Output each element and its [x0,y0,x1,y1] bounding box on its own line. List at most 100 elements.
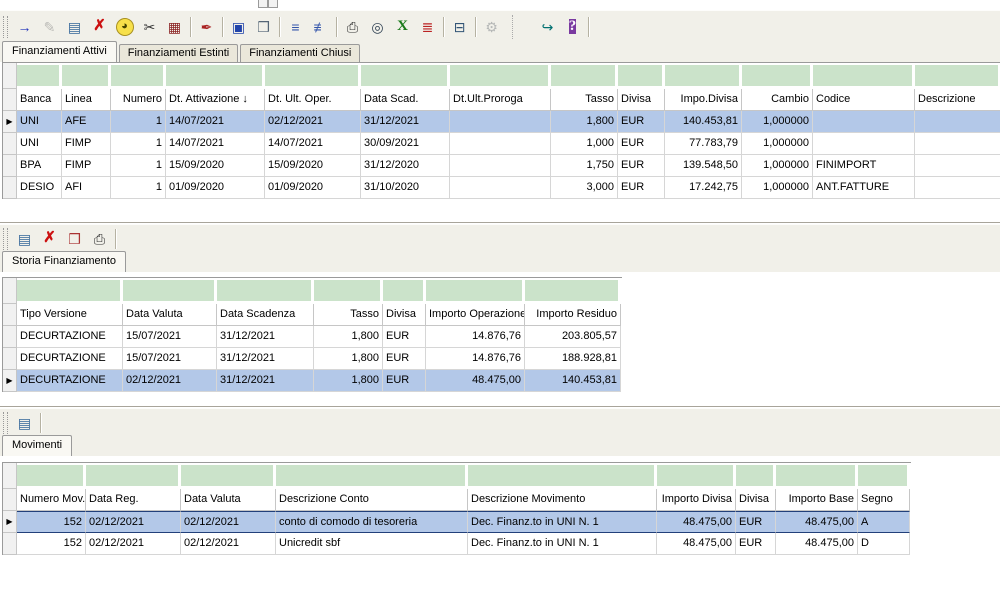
cell[interactable] [915,177,1000,199]
cell[interactable]: 1,000 [551,133,618,155]
cell[interactable]: 1,000000 [742,177,813,199]
sign-button[interactable]: ✒ [194,15,219,39]
cell[interactable]: 48.475,00 [776,533,858,555]
cell[interactable] [450,133,551,155]
cell[interactable] [915,133,1000,155]
cell[interactable]: 139.548,50 [665,155,742,177]
cell[interactable]: ANT.FATTURE [813,177,915,199]
cell[interactable]: 1,800 [314,370,383,392]
cell[interactable]: 1,800 [551,111,618,133]
column-header[interactable]: Segno [858,489,910,511]
cell[interactable] [450,177,551,199]
column-header[interactable]: Data Valuta [123,304,217,326]
cell[interactable]: EUR [383,348,426,370]
cell[interactable]: 15/09/2020 [265,155,361,177]
properties-button[interactable]: ▤ [12,411,37,435]
column-header[interactable]: Importo Residuo [525,304,621,326]
tab-movimenti[interactable]: Movimenti [2,435,72,456]
table-row[interactable]: DECURTAZIONE15/07/202131/12/20211,800EUR… [3,348,622,370]
form-view-button[interactable]: ▣ [226,15,251,39]
cell[interactable] [450,111,551,133]
cell[interactable]: 01/09/2020 [166,177,265,199]
column-header[interactable]: Descrizione Conto [276,489,468,511]
cell[interactable]: FIMP [62,155,111,177]
cell[interactable]: EUR [383,326,426,348]
cell[interactable]: UNI [17,133,62,155]
cell[interactable]: 77.783,79 [665,133,742,155]
cell[interactable] [813,111,915,133]
table-row[interactable]: ▶UNIAFE114/07/202102/12/202131/12/20211,… [3,111,1000,133]
column-header[interactable]: Data Scad. [361,89,450,111]
cell[interactable]: 1 [111,111,166,133]
column-header[interactable]: Descrizione [915,89,1000,111]
cell[interactable]: 31/12/2021 [217,348,314,370]
cell[interactable]: 15/07/2021 [123,326,217,348]
cell[interactable]: 140.453,81 [525,370,621,392]
cell[interactable]: 1,800 [314,348,383,370]
cell[interactable]: DECURTAZIONE [17,370,123,392]
cell[interactable]: 152 [17,533,86,555]
column-header[interactable]: Importo Operazione [426,304,525,326]
row-selector[interactable] [3,533,17,555]
cell[interactable]: 01/09/2020 [265,177,361,199]
cell[interactable]: 1 [111,155,166,177]
cell[interactable]: FINIMPORT [813,155,915,177]
cell[interactable] [813,133,915,155]
cell[interactable]: 31/12/2020 [361,155,450,177]
cell[interactable]: EUR [618,177,665,199]
print-button[interactable]: ⎙ [87,227,112,251]
cell[interactable]: 02/12/2021 [181,511,276,533]
print-button[interactable]: ⎙ [340,15,365,39]
cell[interactable]: 188.928,81 [525,348,621,370]
cell[interactable]: EUR [618,155,665,177]
column-header[interactable]: Impo.Divisa [665,89,742,111]
column-header[interactable]: Data Scadenza [217,304,314,326]
column-header[interactable]: Importo Base [776,489,858,511]
cell[interactable]: AFE [62,111,111,133]
export-excel-button[interactable]: X [390,15,415,39]
cell[interactable]: 02/12/2021 [123,370,217,392]
database-settings-button[interactable]: ⊟ [447,15,472,39]
cell[interactable]: 31/12/2021 [217,370,314,392]
cell[interactable]: Dec. Finanz.to in UNI N. 1 [468,533,657,555]
cell[interactable]: 14/07/2021 [265,133,361,155]
current-row-marker[interactable]: ▶ [3,511,17,533]
cell[interactable]: DECURTAZIONE [17,348,123,370]
table-row[interactable]: DECURTAZIONE15/07/202131/12/20211,800EUR… [3,326,622,348]
column-header[interactable]: Importo Divisa [657,489,736,511]
cell[interactable]: 17.242,75 [665,177,742,199]
cell[interactable]: 1,800 [314,326,383,348]
toolbar-grip[interactable] [3,228,8,250]
table-row[interactable]: ▶15202/12/202102/12/2021conto di comodo … [3,511,911,533]
column-header[interactable]: Tipo Versione [17,304,123,326]
table-row[interactable]: 15202/12/202102/12/2021Unicredit sbfDec.… [3,533,911,555]
cell[interactable]: Unicredit sbf [276,533,468,555]
cell[interactable]: 1,000000 [742,155,813,177]
cell[interactable]: 31/12/2021 [217,326,314,348]
table-row[interactable]: ▶DECURTAZIONE02/12/202131/12/20211,800EU… [3,370,622,392]
delete-record-button[interactable]: ✗ [37,227,62,251]
current-row-marker[interactable]: ▶ [3,111,17,133]
cell[interactable]: A [858,511,910,533]
import-document-button[interactable]: ❒ [62,227,87,251]
table-row[interactable]: DESIOAFI101/09/202001/09/202031/10/20203… [3,177,1000,199]
cell[interactable]: 1,000000 [742,133,813,155]
cell[interactable]: 14/07/2021 [166,133,265,155]
tab-finanziamenti-attivi[interactable]: Finanziamenti Attivi [2,41,117,62]
toolbar-grip[interactable] [3,412,8,434]
cell[interactable]: AFI [62,177,111,199]
row-selector[interactable] [3,155,17,177]
column-header[interactable]: Tasso [314,304,383,326]
row-selector[interactable] [3,177,17,199]
column-header[interactable]: Divisa [618,89,665,111]
cell[interactable]: 15/07/2021 [123,348,217,370]
column-header[interactable]: Dt. Attivazione ↓ [166,89,265,111]
cell[interactable]: 1,000000 [742,111,813,133]
row-selector[interactable] [3,348,17,370]
row-selector[interactable] [3,326,17,348]
list-clear-button[interactable]: ≢ [308,15,333,39]
cell[interactable]: BPA [17,155,62,177]
cell[interactable]: 203.805,57 [525,326,621,348]
cell[interactable]: 48.475,00 [426,370,525,392]
field-list-button[interactable]: ≡ [283,15,308,39]
